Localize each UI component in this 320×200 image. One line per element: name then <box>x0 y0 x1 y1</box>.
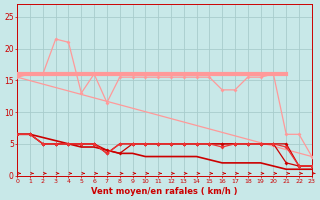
X-axis label: Vent moyen/en rafales ( km/h ): Vent moyen/en rafales ( km/h ) <box>91 187 238 196</box>
